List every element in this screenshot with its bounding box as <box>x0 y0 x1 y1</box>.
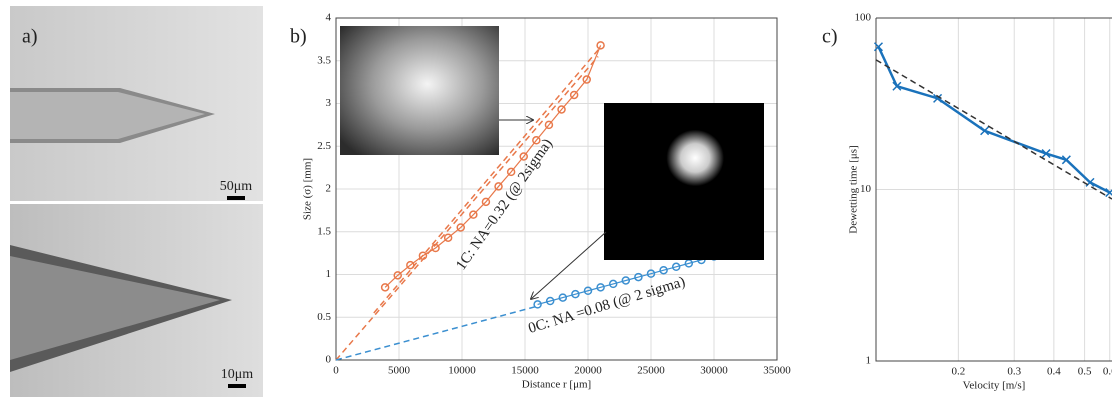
data-point <box>596 283 605 292</box>
plot-area: 0.2 0.3 0.4 0.5 0.6 1 10 100 Velocity [m/s] Dewet… <box>848 12 1112 392</box>
data-point <box>456 223 465 232</box>
data-point <box>621 276 631 285</box>
scale-label: 50μm <box>220 179 253 194</box>
data-point <box>469 210 478 219</box>
data-point <box>596 41 605 50</box>
data-point <box>393 271 402 280</box>
x-tick-label: 0.2 <box>951 366 965 378</box>
scale-label: 10μm <box>221 367 254 382</box>
data-point <box>933 93 943 103</box>
x-tick-label: 35000 <box>763 365 791 377</box>
y-tick-label: 3 <box>326 97 332 109</box>
y-tick-label: 0.5 <box>317 311 331 323</box>
x-tick-label: 15000 <box>511 365 539 377</box>
data-point <box>1041 149 1051 159</box>
data-point <box>544 120 554 130</box>
data-point <box>506 167 516 177</box>
data-point <box>583 286 593 295</box>
data-point <box>481 197 491 207</box>
data-point <box>646 269 656 278</box>
y-tick-label: 10 <box>860 183 872 195</box>
needle-bottom-core <box>10 256 220 360</box>
y-tick-label: 3.5 <box>317 54 331 66</box>
fit-line <box>875 59 1112 200</box>
fit-line <box>335 305 538 361</box>
y-axis-label: Size (σ) [mm] <box>302 158 314 220</box>
data-point <box>557 105 566 114</box>
y-tick-label: 2.5 <box>317 140 331 152</box>
data-point <box>571 289 580 299</box>
x-tick-label: 25000 <box>637 365 665 377</box>
data-point <box>608 279 618 289</box>
data-point <box>558 293 568 302</box>
x-axis-label: Velocity [m/s] <box>963 380 1026 392</box>
y-tick-label: 0 <box>326 354 332 366</box>
data-point <box>380 283 390 292</box>
panel-label: c) <box>822 26 838 48</box>
data-point <box>1061 155 1071 165</box>
arrow <box>531 231 607 299</box>
data-point <box>892 81 902 91</box>
y-tick-label: 2 <box>326 183 332 195</box>
axes-frame <box>875 17 1112 362</box>
x-tick-label: 0.6 <box>1103 366 1112 378</box>
fit-line <box>373 46 602 314</box>
x-tick-label: 0.4 <box>1047 366 1061 378</box>
data-point <box>569 90 579 100</box>
data-point <box>532 136 541 145</box>
y-tick-label: 1.5 <box>317 225 331 237</box>
x-tick-label: 0.5 <box>1078 366 1092 378</box>
needle-top-core <box>10 92 205 139</box>
x-tick-label: 0.3 <box>1007 366 1021 378</box>
panel-label: b) <box>290 26 307 48</box>
inset-image <box>340 26 499 155</box>
data-point <box>671 262 681 272</box>
scale-bar <box>227 196 245 200</box>
x-tick-label: 30000 <box>700 365 728 377</box>
data-point <box>582 75 591 84</box>
data-point <box>533 300 542 309</box>
x-tick-label: 20000 <box>574 365 602 377</box>
y-tick-label: 4 <box>326 12 332 24</box>
y-tick-label: 1 <box>326 268 332 280</box>
data-point <box>873 42 884 52</box>
data-point <box>1105 188 1112 198</box>
y-tick-label: 1 <box>866 355 872 367</box>
x-axis-label: Distance r [μm] <box>522 379 591 391</box>
y-tick-label: 100 <box>855 12 872 24</box>
axes-frame <box>335 17 778 361</box>
panel-label: a) <box>22 26 38 48</box>
data-point <box>659 265 668 275</box>
inset-image <box>604 103 764 260</box>
data-point <box>443 233 453 242</box>
scale-bar <box>228 384 246 388</box>
x-tick-label: 5000 <box>388 365 411 377</box>
data-point <box>545 296 555 306</box>
data-point <box>519 152 528 161</box>
fit-line <box>335 55 599 361</box>
data-point <box>634 272 643 282</box>
x-tick-label: 10000 <box>448 365 476 377</box>
x-tick-label: 0 <box>333 365 339 377</box>
data-point <box>980 126 990 136</box>
data-point <box>494 182 503 191</box>
y-axis-label: Dewetting time [μs] <box>848 145 860 233</box>
